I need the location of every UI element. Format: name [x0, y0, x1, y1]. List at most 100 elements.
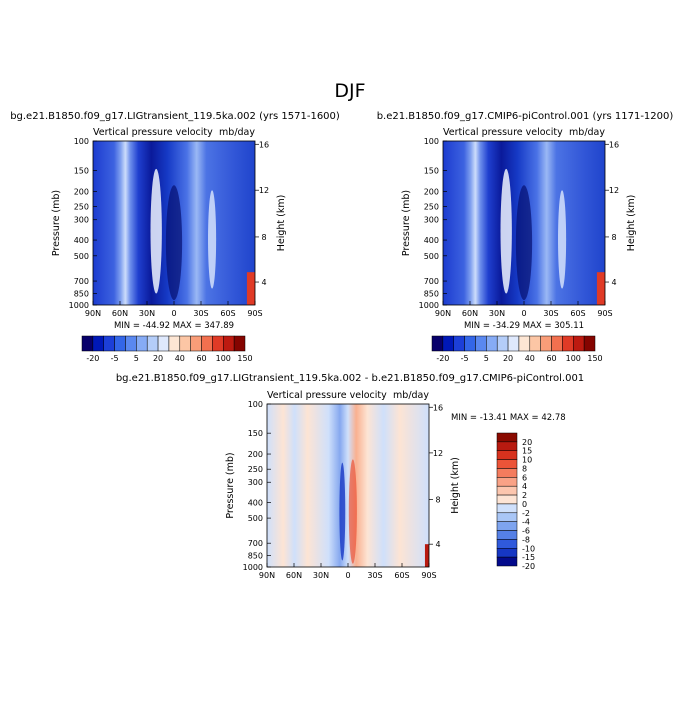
colorbar-swatch	[496, 494, 518, 505]
colorbar-swatch	[496, 503, 518, 514]
colorbar-swatch	[507, 335, 520, 352]
y-tick-label: 500	[74, 252, 89, 261]
colorbar-swatch	[551, 335, 563, 352]
chart-subtitle-left: Vertical pressure velocity	[267, 390, 387, 401]
colorbar-label: -20	[86, 354, 99, 363]
y-tick-label: 1000	[69, 301, 89, 310]
colorbar-swatch	[103, 335, 115, 352]
height-tick-label: 8	[261, 233, 266, 242]
colorbar-swatch	[496, 548, 518, 558]
colorbar-swatch	[212, 335, 224, 352]
colorbar-swatch	[223, 335, 235, 352]
colorbar-swatch	[496, 477, 518, 487]
colorbar-label: 40	[525, 354, 535, 363]
y-tick-label: 850	[424, 290, 439, 299]
colorbar-label: 40	[175, 354, 185, 363]
colorbar-swatch	[573, 335, 585, 352]
chart-title: bg.e21.B1850.f09_g17.LIGtransient_119.5k…	[116, 373, 584, 384]
height-tick-label: 16	[259, 140, 269, 149]
chart-panel-3: bg.e21.B1850.f09_g17.LIGtransient_119.5k…	[116, 373, 584, 580]
colorbar-swatch	[475, 335, 487, 352]
surface-max	[596, 272, 605, 305]
colorbar-label: 150	[587, 354, 602, 363]
y-tick-label: 150	[424, 166, 439, 175]
colorbar-label: -4	[522, 518, 530, 527]
x-tick-label: 30N	[313, 571, 329, 580]
y-axis-label-right: Height (km)	[450, 457, 461, 514]
y-tick-label: 250	[424, 203, 439, 212]
heatmap-field	[267, 404, 429, 567]
colorbar-label: 6	[522, 473, 527, 482]
height-tick-label: 4	[261, 278, 266, 287]
colorbar-swatch	[486, 335, 498, 352]
colorbar-label: 2	[522, 491, 527, 500]
x-tick-label: 90N	[85, 309, 101, 318]
y-tick-label: 850	[74, 290, 89, 299]
chart-subtitle-left: Vertical pressure velocity	[93, 127, 213, 138]
colorbar-swatch	[496, 450, 518, 460]
colorbar-label: 60	[546, 354, 556, 363]
x-tick-label: 60S	[220, 309, 235, 318]
colorbar-swatch	[92, 335, 104, 352]
height-tick-label: 12	[433, 449, 443, 458]
colorbar-swatch	[179, 335, 191, 352]
colorbar-label: -20	[436, 354, 449, 363]
chart-subtitle-left: Vertical pressure velocity	[443, 127, 563, 138]
y-tick-label: 300	[248, 478, 263, 487]
colorbar-label: -15	[522, 553, 535, 562]
colorbar-label: 5	[484, 354, 489, 363]
downdraft-core	[500, 168, 512, 294]
chart-title: bg.e21.B1850.f09_g17.LIGtransient_119.5k…	[10, 111, 340, 122]
page-title: DJF	[334, 80, 365, 102]
colorbar-label: 10	[522, 456, 532, 465]
y-tick-label: 400	[74, 236, 89, 245]
y-tick-label: 850	[248, 552, 263, 561]
y-tick-label: 100	[74, 137, 89, 146]
y-axis-label: Pressure (mb)	[51, 190, 62, 256]
surface-max	[246, 272, 255, 305]
negative-anomaly	[339, 462, 346, 561]
chart-panel-2: b.e21.B1850.f09_g17.CMIP6-piControl.001 …	[377, 111, 674, 363]
colorbar-label: 20	[153, 354, 163, 363]
height-tick-label: 8	[435, 495, 440, 504]
colorbar-label: -20	[522, 562, 535, 571]
colorbar	[431, 335, 596, 352]
x-tick-label: 0	[521, 309, 526, 318]
colorbar	[496, 432, 518, 567]
colorbar-swatch	[114, 335, 126, 352]
y-tick-label: 200	[424, 187, 439, 196]
colorbar-label: -6	[522, 527, 530, 536]
y-tick-label: 500	[424, 252, 439, 261]
y-tick-label: 400	[248, 498, 263, 507]
chart-title: b.e21.B1850.f09_g17.CMIP6-piControl.001 …	[377, 111, 674, 122]
y-tick-label: 500	[248, 514, 263, 523]
x-tick-label: 30N	[489, 309, 505, 318]
colorbar-swatch	[496, 441, 518, 451]
y-tick-label: 300	[424, 216, 439, 225]
height-tick-label: 8	[611, 233, 616, 242]
colorbar-swatch	[540, 335, 552, 352]
heatmap-background	[267, 404, 429, 567]
colorbar-swatch	[453, 335, 465, 352]
colorbar-label: 100	[216, 354, 231, 363]
y-tick-label: 700	[424, 277, 439, 286]
colorbar-label: -5	[111, 354, 119, 363]
height-tick-label: 16	[433, 403, 443, 412]
y-tick-label: 300	[74, 216, 89, 225]
heatmap-field	[93, 141, 255, 305]
y-tick-label: 150	[248, 429, 263, 438]
y-tick-label: 400	[424, 236, 439, 245]
colorbar-swatch	[529, 335, 541, 352]
colorbar-label: 60	[196, 354, 206, 363]
colorbar-label: 8	[522, 464, 527, 473]
x-tick-label: 90S	[247, 309, 262, 318]
x-tick-label: 30N	[139, 309, 155, 318]
y-tick-label: 150	[74, 166, 89, 175]
colorbar-label: 20	[522, 438, 532, 447]
colorbar-label: 20	[503, 354, 513, 363]
colorbar-swatch	[496, 459, 518, 469]
y-tick-label: 250	[248, 465, 263, 474]
colorbar-label: 0	[522, 500, 527, 509]
y-tick-label: 100	[424, 137, 439, 146]
